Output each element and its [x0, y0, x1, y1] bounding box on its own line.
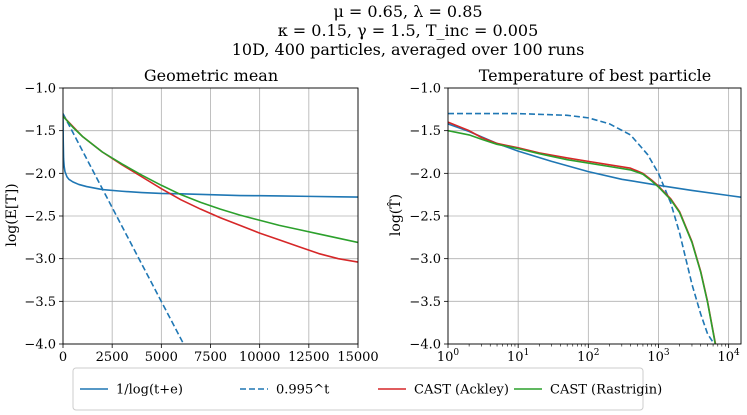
suptitle-line-1: μ = 0.65, λ = 0.85: [333, 2, 482, 21]
left-y-tick-label: −4.0: [24, 338, 56, 353]
right-y-tick-label: −3.5: [409, 295, 441, 310]
right-x-tick-label: 100: [437, 348, 460, 365]
right-series-2-line: [448, 112, 715, 344]
left-x-tick-label: 0: [59, 350, 67, 365]
suptitle-line-2: κ = 0.15, γ = 1.5, T_inc = 0.005: [278, 21, 539, 40]
left-x-tick-label: 15000: [337, 350, 378, 365]
left-y-tick-label: −1.0: [24, 82, 56, 97]
left-x-tick-label: 2500: [96, 350, 129, 365]
right-x-tick-label: 103: [647, 348, 670, 365]
legend-frame: [72, 367, 644, 411]
legend-label-3: CAST (Ackley): [414, 383, 509, 398]
legend-label-2: 0.995^t: [276, 383, 330, 398]
left-y-tick-label: −3.0: [24, 252, 56, 267]
left-series-1-line: [63, 113, 358, 198]
left-series-2-line: [63, 113, 185, 344]
left-axes-ylabel: log(E[T]): [4, 183, 20, 246]
left-y-tick-label: −3.5: [24, 295, 56, 310]
legend-label-1: 1/log(t+e): [116, 383, 183, 398]
right-x-tick-label: 101: [507, 348, 529, 365]
legend-label-4: CAST (Rastrigin): [550, 383, 662, 398]
left-x-tick-label: 5000: [145, 350, 178, 365]
right-axes: Temperature of best particle log(T̂) t 1…: [386, 66, 742, 386]
left-series-4-line: [63, 115, 358, 244]
right-y-tick-label: −2.5: [409, 210, 441, 225]
right-x-tick-label: 104: [718, 348, 741, 365]
left-x-tick-label: 10000: [239, 350, 280, 365]
right-x-tick-label: 102: [577, 348, 599, 365]
right-axes-title: Temperature of best particle: [479, 66, 712, 85]
right-y-tick-label: −1.5: [409, 124, 441, 139]
right-y-tick-label: −4.0: [409, 338, 441, 353]
left-y-tick-label: −2.5: [24, 210, 56, 225]
left-y-tick-label: −2.0: [24, 167, 56, 182]
left-axes-title: Geometric mean: [144, 66, 278, 85]
right-y-tick-label: −2.0: [409, 167, 441, 182]
left-y-tick-label: −1.5: [24, 124, 56, 139]
suptitle-line-3: 10D, 400 particles, averaged over 100 ru…: [232, 40, 585, 59]
right-series-4-line: [448, 129, 717, 344]
right-y-tick-label: −3.0: [409, 252, 441, 267]
right-y-tick-label: −1.0: [409, 82, 441, 97]
left-axes: Geometric mean log(E[T]) t 0250050007500…: [4, 66, 379, 386]
right-axes-ylabel: log(T̂): [386, 194, 404, 236]
left-x-tick-label: 7500: [194, 350, 227, 365]
legend: 1/log(t+e) 0.995^t CAST (Ackley) CAST (Rast…: [72, 367, 662, 411]
left-x-tick-label: 12500: [288, 350, 329, 365]
